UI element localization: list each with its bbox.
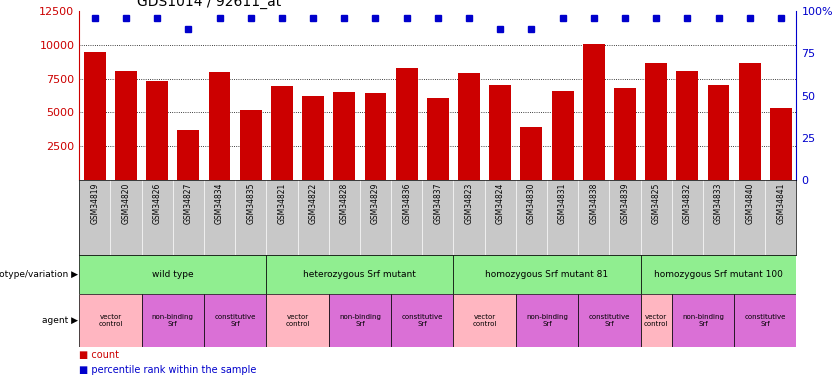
Text: GSM34831: GSM34831	[558, 182, 567, 224]
Bar	[551, 91, 574, 180]
Text: GSM34832: GSM34832	[683, 182, 692, 224]
Bar	[334, 92, 355, 180]
Bar	[646, 63, 667, 180]
Bar	[115, 70, 137, 180]
Text: GSM34827: GSM34827	[183, 182, 193, 224]
Bar	[676, 70, 698, 180]
Bar	[734, 294, 796, 347]
Text: GSM34820: GSM34820	[122, 182, 130, 224]
Text: constitutive
Srf: constitutive Srf	[745, 314, 786, 327]
Bar	[146, 81, 168, 180]
Bar	[364, 93, 386, 180]
Bar	[578, 294, 641, 347]
Text: homozygous Srf mutant 81: homozygous Srf mutant 81	[485, 270, 609, 279]
Text: GSM34840: GSM34840	[746, 182, 754, 224]
Text: constitutive
Srf: constitutive Srf	[401, 314, 443, 327]
Text: GSM34839: GSM34839	[620, 182, 630, 224]
Text: GSM34834: GSM34834	[215, 182, 224, 224]
Bar	[79, 255, 266, 294]
Text: agent ▶: agent ▶	[42, 316, 78, 325]
Bar	[142, 294, 204, 347]
Bar	[641, 255, 796, 294]
Text: GSM34822: GSM34822	[309, 182, 318, 224]
Text: GSM34828: GSM34828	[339, 182, 349, 224]
Text: GSM34841: GSM34841	[776, 182, 786, 224]
Text: GSM34829: GSM34829	[371, 182, 380, 224]
Bar	[583, 44, 605, 180]
Text: constitutive
Srf: constitutive Srf	[214, 314, 256, 327]
Bar	[641, 294, 671, 347]
Bar	[770, 108, 791, 180]
Text: vector
control: vector control	[98, 314, 123, 327]
Text: homozygous Srf mutant 100: homozygous Srf mutant 100	[654, 270, 783, 279]
Bar	[84, 52, 106, 180]
Bar	[271, 86, 293, 180]
Bar	[427, 98, 449, 180]
Text: vector
control: vector control	[285, 314, 309, 327]
Bar	[266, 255, 454, 294]
Bar	[707, 85, 730, 180]
Bar	[454, 255, 641, 294]
Text: GSM34837: GSM34837	[434, 182, 442, 224]
Bar	[515, 294, 578, 347]
Text: GDS1014 / 92611_at: GDS1014 / 92611_at	[137, 0, 281, 9]
Text: GSM34825: GSM34825	[651, 182, 661, 224]
Bar	[671, 294, 734, 347]
Bar	[178, 130, 199, 180]
Text: heterozygous Srf mutant: heterozygous Srf mutant	[304, 270, 416, 279]
Text: ■ percentile rank within the sample: ■ percentile rank within the sample	[79, 365, 257, 375]
Text: GSM34823: GSM34823	[465, 182, 474, 224]
Bar	[454, 294, 515, 347]
Text: non-binding
Srf: non-binding Srf	[152, 314, 193, 327]
Bar	[240, 110, 262, 180]
Bar	[391, 294, 454, 347]
Text: GSM34838: GSM34838	[590, 182, 598, 224]
Text: GSM34835: GSM34835	[246, 182, 255, 224]
Text: GSM34836: GSM34836	[402, 182, 411, 224]
Text: non-binding
Srf: non-binding Srf	[526, 314, 568, 327]
Text: vector
control: vector control	[472, 314, 497, 327]
Text: ■ count: ■ count	[79, 350, 119, 360]
Bar	[266, 294, 329, 347]
Bar	[329, 294, 391, 347]
Text: non-binding
Srf: non-binding Srf	[682, 314, 724, 327]
Text: GSM34821: GSM34821	[278, 182, 286, 224]
Bar	[204, 294, 266, 347]
Text: GSM34830: GSM34830	[527, 182, 536, 224]
Text: GSM34819: GSM34819	[90, 182, 99, 224]
Bar	[208, 72, 230, 180]
Bar	[79, 294, 142, 347]
Text: constitutive
Srf: constitutive Srf	[589, 314, 630, 327]
Bar	[520, 128, 542, 180]
Text: vector
control: vector control	[644, 314, 668, 327]
Bar	[614, 88, 636, 180]
Text: GSM34833: GSM34833	[714, 182, 723, 224]
Bar	[458, 74, 480, 180]
Text: wild type: wild type	[152, 270, 193, 279]
Bar	[490, 86, 511, 180]
Text: non-binding
Srf: non-binding Srf	[339, 314, 381, 327]
Bar	[396, 68, 418, 180]
Text: GSM34824: GSM34824	[495, 182, 505, 224]
Text: genotype/variation ▶: genotype/variation ▶	[0, 270, 78, 279]
Bar	[739, 63, 761, 180]
Text: GSM34826: GSM34826	[153, 182, 162, 224]
Bar	[302, 96, 324, 180]
